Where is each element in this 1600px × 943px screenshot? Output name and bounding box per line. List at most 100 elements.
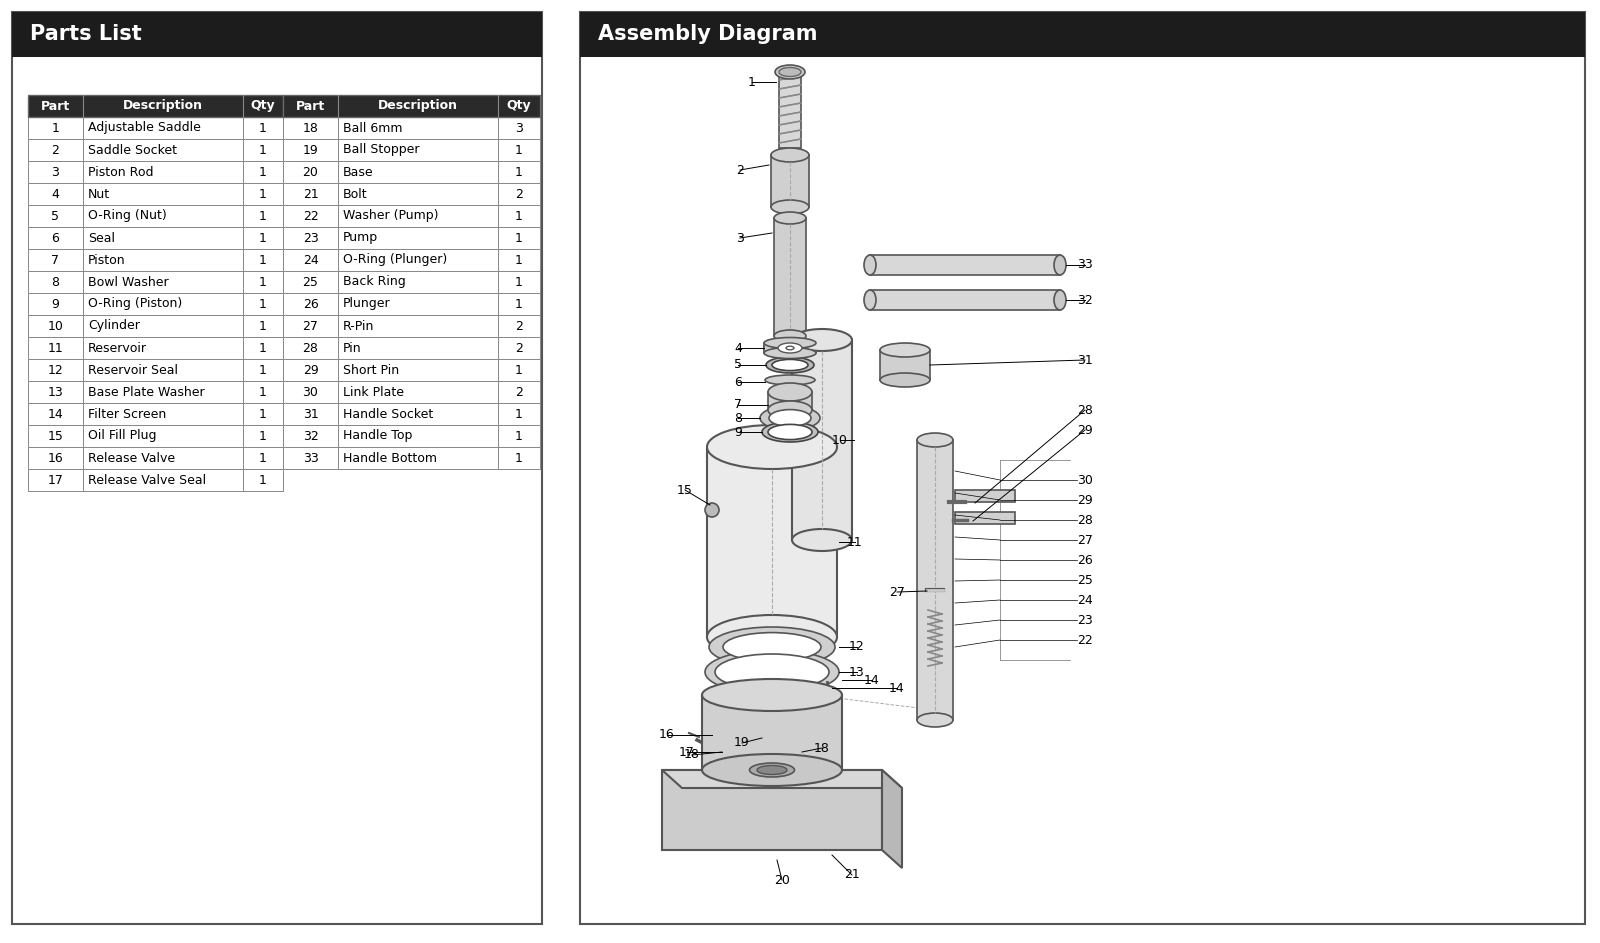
Polygon shape [662, 770, 902, 788]
Bar [13, 12, 542, 924]
Text: 17: 17 [678, 746, 694, 758]
Text: 2: 2 [515, 341, 523, 355]
Text: 11: 11 [48, 341, 64, 355]
Ellipse shape [774, 330, 806, 342]
Text: R-Pin: R-Pin [342, 320, 374, 333]
Text: 11: 11 [846, 536, 862, 549]
Bar [29, 227, 283, 249]
Text: Qty: Qty [251, 100, 275, 112]
Text: 14: 14 [890, 682, 906, 694]
Text: 3: 3 [51, 166, 59, 178]
Ellipse shape [765, 337, 816, 359]
Text: 4: 4 [51, 188, 59, 201]
Bar [29, 95, 283, 117]
Text: 12: 12 [48, 363, 64, 376]
Text: 9: 9 [51, 297, 59, 310]
Text: Back Ring: Back Ring [342, 275, 406, 289]
Text: Piston Rod: Piston Rod [88, 166, 154, 178]
Text: 23: 23 [1077, 614, 1093, 626]
Text: 5: 5 [51, 209, 59, 223]
Text: Link Plate: Link Plate [342, 386, 403, 399]
Text: 1: 1 [515, 275, 523, 289]
Bar [283, 381, 541, 403]
Text: 1: 1 [259, 122, 267, 135]
Text: Plunger: Plunger [342, 297, 390, 310]
Bar [707, 447, 837, 637]
Bar [29, 381, 283, 403]
Bar [792, 340, 851, 540]
Ellipse shape [766, 357, 814, 373]
Text: Assembly Diagram: Assembly Diagram [598, 25, 818, 44]
Text: Adjustable Saddle: Adjustable Saddle [88, 122, 202, 135]
Text: 1: 1 [515, 363, 523, 376]
Text: 27: 27 [890, 586, 906, 599]
Text: Pin: Pin [342, 341, 362, 355]
Text: 19: 19 [302, 143, 318, 157]
Ellipse shape [864, 290, 877, 310]
Text: 28: 28 [1077, 404, 1093, 417]
Text: 31: 31 [1077, 354, 1093, 367]
Bar [29, 469, 283, 491]
Text: 1: 1 [259, 363, 267, 376]
Text: 1: 1 [515, 452, 523, 465]
Text: 1: 1 [51, 122, 59, 135]
Text: Reservoir: Reservoir [88, 341, 147, 355]
Text: 17: 17 [48, 473, 64, 487]
Polygon shape [662, 770, 882, 850]
Text: 1: 1 [259, 166, 267, 178]
Text: Bowl Washer: Bowl Washer [88, 275, 168, 289]
Text: Pump: Pump [342, 231, 378, 244]
Bar [29, 183, 283, 205]
Bar [283, 315, 541, 337]
Bar [870, 255, 1059, 275]
Text: 1: 1 [515, 297, 523, 310]
Bar [765, 343, 816, 353]
Bar [774, 218, 806, 336]
Bar [283, 403, 541, 425]
Bar [779, 72, 802, 148]
Text: 24: 24 [1077, 593, 1093, 606]
Text: 25: 25 [1077, 573, 1093, 587]
Text: 32: 32 [302, 429, 318, 442]
Bar [283, 271, 541, 293]
Ellipse shape [779, 68, 802, 76]
Text: 13: 13 [850, 666, 866, 679]
Bar [29, 293, 283, 315]
Ellipse shape [765, 348, 816, 358]
Text: 26: 26 [302, 297, 318, 310]
Text: 3: 3 [736, 231, 744, 244]
Text: 28: 28 [302, 341, 318, 355]
Bar [283, 95, 541, 117]
Text: Nut: Nut [88, 188, 110, 201]
Text: 27: 27 [1077, 534, 1093, 547]
Bar [283, 337, 541, 359]
Text: 7: 7 [734, 399, 742, 411]
Text: Reservoir Seal: Reservoir Seal [88, 363, 178, 376]
Bar [283, 227, 541, 249]
Ellipse shape [749, 763, 795, 777]
Text: 18: 18 [302, 122, 318, 135]
Text: 1: 1 [259, 407, 267, 421]
Bar [29, 337, 283, 359]
Text: 6: 6 [51, 231, 59, 244]
Ellipse shape [774, 65, 805, 79]
Ellipse shape [765, 338, 816, 349]
Text: 2: 2 [736, 163, 744, 176]
Text: 1: 1 [515, 254, 523, 267]
Text: 23: 23 [302, 231, 318, 244]
Text: 25: 25 [302, 275, 318, 289]
Ellipse shape [864, 255, 877, 275]
Text: 1: 1 [259, 275, 267, 289]
Text: Base Plate Washer: Base Plate Washer [88, 386, 205, 399]
Bar [880, 350, 930, 380]
Bar [29, 447, 283, 469]
Text: 1: 1 [515, 429, 523, 442]
Text: 15: 15 [48, 429, 64, 442]
Text: Piston: Piston [88, 254, 126, 267]
Text: 33: 33 [302, 452, 318, 465]
Text: 10: 10 [48, 320, 64, 333]
Text: Qty: Qty [507, 100, 531, 112]
Ellipse shape [771, 359, 808, 371]
Text: Bolt: Bolt [342, 188, 368, 201]
Text: Release Valve: Release Valve [88, 452, 174, 465]
